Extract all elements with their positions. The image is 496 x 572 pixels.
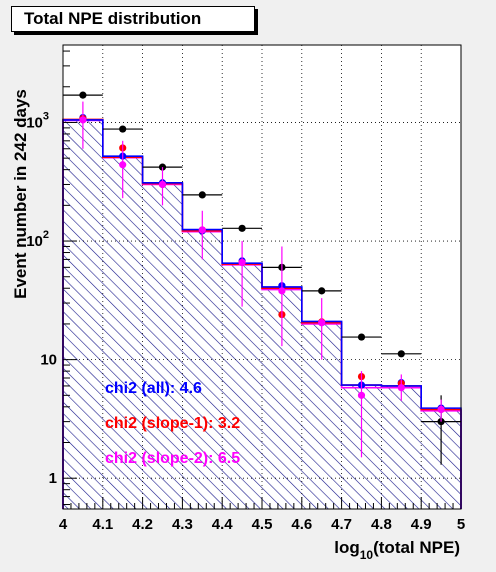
y-axis-tick-label: 102 (26, 229, 49, 250)
x-axis-tick-label: 4.5 (252, 516, 273, 533)
data-point-magenta-points (278, 287, 286, 295)
x-axis-label-sub: 10 (360, 548, 374, 562)
x-axis-tick-label: 4.4 (212, 516, 234, 533)
data-point-data (318, 287, 326, 295)
data-point-magenta-points (357, 391, 366, 399)
y-axis-tick-base: 10 (26, 233, 43, 250)
x-axis-tick-label: 4.3 (172, 516, 193, 533)
data-point-magenta-points (238, 258, 246, 267)
y-axis-label: Event number in 242 days (11, 89, 30, 299)
data-point-magenta-points (318, 319, 326, 327)
data-point-data (198, 191, 206, 199)
x-axis-tick-label: 4.8 (371, 516, 392, 533)
chi2-annotation-1: chi2 (all): 4.6 (105, 380, 202, 397)
x-axis-label-log: log (334, 538, 360, 557)
x-axis-tick-label: 4.6 (291, 516, 312, 533)
x-axis-tick-label: 4.9 (411, 516, 432, 533)
y-axis-tick-label: 10 (40, 352, 57, 369)
y-axis-tick-exponent: 3 (43, 110, 49, 122)
data-point-magenta-points (437, 405, 445, 414)
x-axis-tick-label: 4.1 (92, 516, 113, 533)
data-point-data (238, 224, 246, 232)
x-axis-tick-label: 4.7 (331, 516, 352, 533)
data-points (63, 91, 461, 465)
data-point-data (119, 125, 127, 133)
chi2-annotation-3: chi2 (slope-2): 6.5 (105, 450, 240, 467)
data-point-magenta-points (198, 226, 206, 234)
chi2-annotation-2: chi2 (slope-1): 3.2 (105, 415, 240, 432)
x-axis-tick-label: 4 (59, 516, 68, 533)
y-axis-tick-label: 103 (26, 110, 49, 131)
y-axis-tick-base: 10 (26, 114, 43, 131)
data-point-magenta-points (158, 180, 167, 189)
data-point-data (79, 91, 87, 99)
x-axis-tick-label: 4.2 (132, 516, 153, 533)
chi2-annotations: chi2 (all): 4.6 chi2 (slope-1): 3.2 chi2 (… (105, 380, 240, 467)
data-point-data (397, 350, 405, 358)
data-point-data (357, 333, 366, 341)
x-axis-label: log10(total NPE) (334, 538, 460, 562)
chart-title: Total NPE distribution (11, 6, 255, 32)
x-axis-label-rest: (total NPE) (373, 538, 460, 557)
y-axis-tick-label: 1 (49, 470, 57, 487)
data-point-data (158, 163, 167, 171)
data-point-magenta-points (119, 161, 127, 169)
y-axis-tick-exponent: 2 (43, 229, 49, 241)
x-axis-tick-label: 5 (457, 516, 465, 533)
data-point-magenta-points (397, 384, 405, 392)
data-point-magenta-points (79, 116, 87, 124)
